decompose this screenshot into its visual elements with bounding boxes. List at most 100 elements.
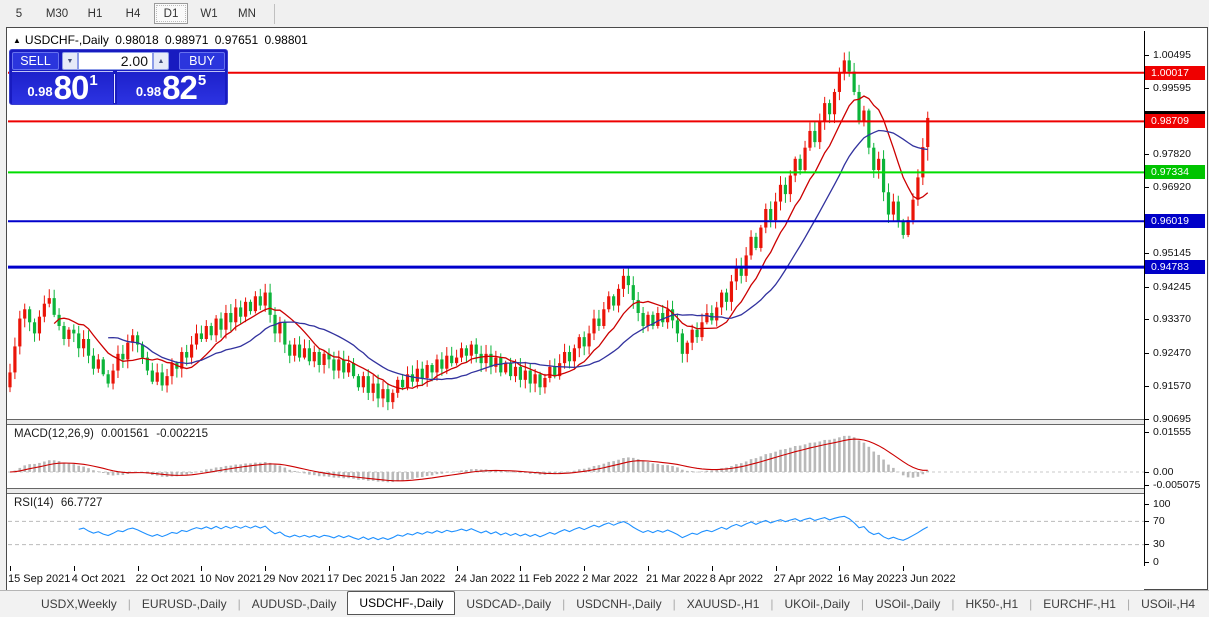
timeframe-button-mn[interactable]: MN <box>238 7 256 20</box>
chart-tab-xauusd[interactable]: XAUUSD-,H1 <box>686 597 760 611</box>
timeframe-button-h4[interactable]: H4 <box>125 7 141 20</box>
ohlc-high: 0.98971 <box>165 33 209 47</box>
price-axis-label: 0.97820 <box>1145 148 1191 161</box>
date-tick <box>775 566 777 571</box>
date-axis[interactable]: 15 Sep 2021 4 Oct 2021 22 Oct 2021 10 Nov 2… <box>7 566 1144 591</box>
chart-window: ▲ USDCHF-,Daily 0.98018 0.98971 0.97651 0… <box>6 27 1209 591</box>
date-tick <box>392 566 394 571</box>
chart-tab-usoil[interactable]: USOil-,Daily <box>874 597 941 611</box>
triangle-down-icon: ▼ <box>66 57 74 65</box>
price-chart-panel[interactable]: ▲ USDCHF-,Daily 0.98018 0.98971 0.97651 0… <box>7 28 1144 419</box>
buy-price[interactable]: 0.98 82 5 <box>117 71 225 104</box>
rsi-name: RSI(14) <box>14 497 54 509</box>
chart-tab-eurchf[interactable]: EURCHF-,H1 <box>1043 597 1116 611</box>
macd-main-value: 0.001561 <box>101 428 150 440</box>
tab-separator: | <box>127 597 131 611</box>
date-tick <box>73 566 75 571</box>
chart-tab-hk50[interactable]: HK50-,H1 <box>965 597 1019 611</box>
date-label: 8 Apr 2022 <box>709 573 764 585</box>
price-axis-label: 0.90695 <box>1145 413 1191 426</box>
chart-header: ▲ USDCHF-,Daily 0.98018 0.98971 0.97651 0… <box>13 33 311 47</box>
chart-tab-usdcnh[interactable]: USDCNH-,Daily <box>576 597 662 611</box>
price-axis-badge: 0.97334 <box>1145 165 1205 180</box>
date-tick <box>648 566 649 571</box>
price-axis-label: 30 <box>1145 538 1165 551</box>
timeframe-button-w1[interactable]: W1 <box>200 7 218 20</box>
price-axis-badge: 1.00017 <box>1145 65 1205 80</box>
volume-input[interactable]: 2.00 <box>78 52 153 70</box>
rsi-label: RSI(14) 66.7727 <box>14 497 106 509</box>
date-tick <box>201 566 203 571</box>
chart-tab-eurusd[interactable]: EURUSD-,Daily <box>141 597 227 611</box>
macd-label: MACD(12,26,9) 0.001561 -0.002215 <box>14 428 212 440</box>
buy-price-pip: 5 <box>197 72 207 89</box>
toolbar-separator <box>274 3 275 24</box>
timeframe-button-m30[interactable]: M30 <box>45 7 69 20</box>
timeframe-button-d1[interactable]: D1 <box>154 3 188 24</box>
sell-price-big: 80 <box>53 69 90 106</box>
price-axis[interactable]: 1.00495 0.99595 0.97820 0.96920 0.95145 0.942… <box>1144 31 1209 569</box>
chart-tab-ukoil[interactable]: UKOil-,Daily <box>784 597 850 611</box>
ohlc-low: 0.97651 <box>214 33 259 47</box>
one-click-trading-panel: SELL ▼ 2.00 ▲ BUY 0.98 80 1 0.98 82 5 <box>9 49 228 105</box>
price-axis-label: 0.01555 <box>1145 426 1191 439</box>
buy-button[interactable]: BUY <box>179 52 225 70</box>
price-axis-label: 100 <box>1145 498 1171 511</box>
date-label: 15 Sep 2021 <box>8 573 71 585</box>
ohlc-close: 0.98801 <box>264 33 308 47</box>
tab-separator: | <box>562 597 566 611</box>
ohlc-open: 0.98018 <box>115 33 159 47</box>
date-label: 3 Jun 2022 <box>901 573 956 585</box>
price-axis-badge: 0.98709 <box>1145 114 1205 129</box>
date-tick <box>137 566 139 571</box>
chart-tab-usdchf[interactable]: USDCHF-,Daily <box>347 591 456 615</box>
sell-price[interactable]: 0.98 80 1 <box>12 71 113 104</box>
date-label: 21 Mar 2022 <box>646 573 708 585</box>
date-tick <box>456 566 458 571</box>
chart-tab-audusd[interactable]: AUDUSD-,Daily <box>251 597 337 611</box>
price-axis-label: 0 <box>1145 556 1159 569</box>
date-tick <box>839 566 841 571</box>
rsi-panel[interactable]: RSI(14) 66.7727 <box>7 494 1144 566</box>
tab-separator: | <box>1126 597 1131 611</box>
price-axis-badge: 0.94783 <box>1145 260 1205 275</box>
price-axis-label: 70 <box>1145 515 1165 528</box>
sell-price-prefix: 0.98 <box>27 84 53 99</box>
date-tick <box>520 566 522 571</box>
date-label: 22 Oct 2021 <box>135 573 196 585</box>
date-label: 17 Dec 2021 <box>327 573 390 585</box>
rsi-value: 66.7727 <box>60 497 103 509</box>
date-label: 16 May 2022 <box>837 573 901 585</box>
buy-price-prefix: 0.98 <box>135 84 162 99</box>
sell-button[interactable]: SELL <box>12 52 59 70</box>
panel-splitter[interactable] <box>7 488 1144 494</box>
macd-name: MACD(12,26,9) <box>14 428 94 440</box>
chart-tab-usdcad[interactable]: USDCAD-,Daily <box>466 597 552 611</box>
sell-price-pip: 1 <box>89 72 98 89</box>
date-tick <box>711 566 713 571</box>
collapse-panel-icon[interactable]: ▲ <box>13 36 21 45</box>
tab-separator: | <box>1029 597 1033 611</box>
timeframe-button-5[interactable]: 5 <box>15 7 23 20</box>
price-axis-label: 0.91570 <box>1145 380 1191 393</box>
chart-tab-usdx[interactable]: USDX,Weekly <box>41 597 117 611</box>
macd-panel[interactable]: MACD(12,26,9) 0.001561 -0.002215 <box>7 425 1144 488</box>
panel-splitter[interactable] <box>7 419 1144 425</box>
date-label: 5 Jan 2022 <box>390 573 446 585</box>
volume-decrease-button[interactable]: ▼ <box>62 52 78 70</box>
price-axis-label: 0.95145 <box>1145 247 1191 260</box>
buy-price-big: 82 <box>162 69 198 106</box>
date-label: 11 Feb 2022 <box>518 573 580 585</box>
date-label: 24 Jan 2022 <box>454 573 516 585</box>
timeframe-button-h1[interactable]: H1 <box>87 7 103 20</box>
date-tick <box>10 566 11 571</box>
volume-increase-button[interactable]: ▲ <box>153 52 169 70</box>
chart-tab-usoil[interactable]: USOil-,H4 <box>1141 597 1196 611</box>
tab-separator: | <box>770 597 774 611</box>
tab-separator: | <box>237 597 241 611</box>
date-label: 2 Mar 2022 <box>582 573 638 585</box>
date-tick <box>265 566 267 571</box>
date-label: 29 Nov 2021 <box>263 573 326 585</box>
date-tick <box>903 566 905 571</box>
chart-title: USDCHF-,Daily <box>24 33 109 47</box>
